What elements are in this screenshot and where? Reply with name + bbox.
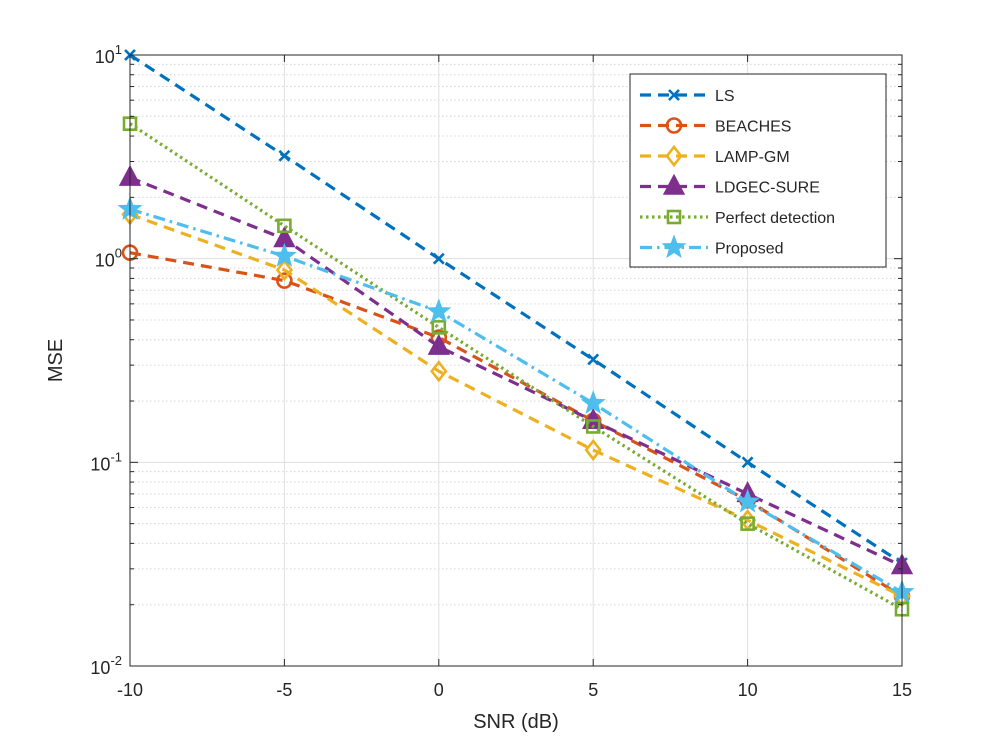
legend-marker [661,234,687,259]
series-line-beaches [129,251,903,598]
data-point-lamp-gm [275,258,294,282]
legend-label: LS [715,88,735,105]
x-tick-label: -10 [117,680,143,700]
x-tick-label: 15 [892,680,912,700]
data-point-proposed [271,242,297,267]
legend-marker [665,144,683,168]
data-point-proposed [426,298,452,323]
data-point-ls [278,149,291,162]
legend-entry-ldgec-sure: LDGEC-SURE [640,173,820,197]
y-tick-label: 100 [95,246,122,271]
legend-marker [666,209,682,225]
data-point-ldgec-sure [427,333,450,355]
legend-box [629,73,887,268]
data-point-ls [432,252,445,265]
x-tick-label: 0 [434,680,444,700]
series-line-lamp-gm [129,212,903,598]
x-axis-title: SNR (dB) [473,711,559,733]
legend-entry-proposed: Proposed [640,234,784,259]
data-point-lamp-gm [584,438,602,462]
legend: LS BEACHES LAMP-GM LDGEC-SURE Perfect detect… [629,73,887,268]
data-point-perfect-detection [431,320,447,335]
data-point-beaches [276,272,293,289]
axes-box [129,54,903,667]
legend-entry-beaches: BEACHES [640,117,791,136]
x-tick-label: -5 [276,680,292,700]
series-line-proposed [129,207,903,594]
data-point-perfect-detection [740,516,755,531]
legend-entry-ls: LS [640,88,735,105]
series-line-ldgec-sure [129,176,903,568]
plot-area [117,49,915,667]
data-point-lamp-gm [430,360,448,383]
legend-entry-perfect-detection: Perfect detection [640,209,835,227]
data-point-proposed [580,390,606,414]
y-tick-label: 10-2 [90,653,122,678]
legend-label: BEACHES [715,119,791,136]
y-axis-title: MSE [45,339,67,382]
legend-label: Perfect detection [715,210,835,227]
data-point-perfect-detection [585,419,601,434]
legend-label: LDGEC-SURE [715,180,820,197]
y-tick-labels: 101 100 10-1 10-2 [90,42,122,678]
data-point-perfect-detection [277,218,292,234]
legend-label: LAMP-GM [715,149,790,166]
x-tick-labels: -10 -5 0 5 10 15 [117,680,912,700]
data-point-ls [587,353,600,366]
data-point-ls [741,456,754,469]
x-tick-label: 10 [738,680,758,700]
legend-label: Proposed [715,241,784,258]
legend-marker [668,89,680,101]
legend-entry-lamp-gm: LAMP-GM [640,144,790,168]
x-tick-label: 5 [588,680,598,700]
series-line-ls [129,53,903,565]
y-tick-label: 10-1 [90,449,122,474]
tick-marks [129,54,903,667]
y-tick-label: 101 [95,42,122,67]
data-point-proposed [735,488,761,513]
legend-marker [665,117,683,134]
legend-marker [662,173,686,195]
